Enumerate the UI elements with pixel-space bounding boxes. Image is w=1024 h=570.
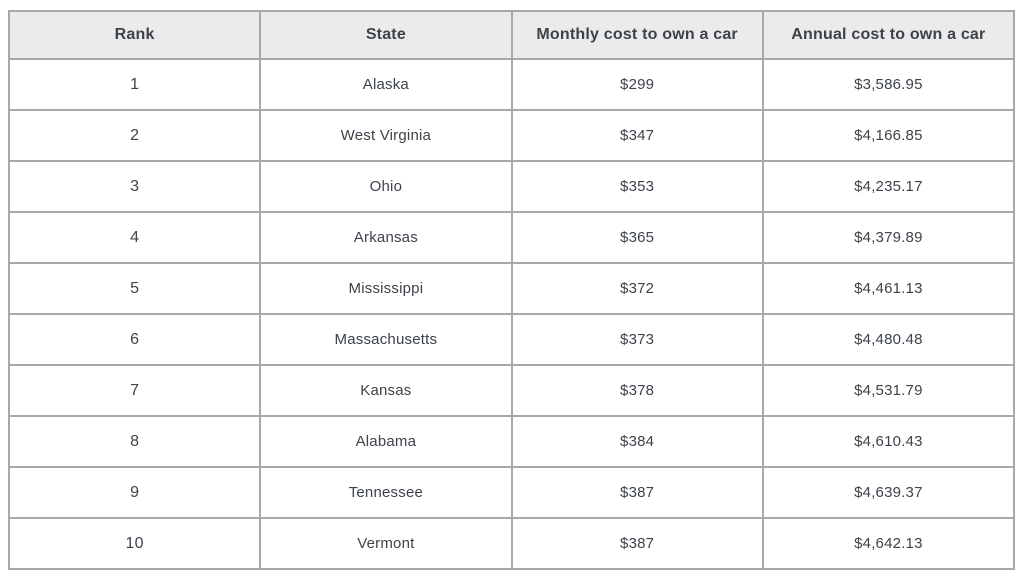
monthly-cost-cell: $347 (510, 109, 764, 162)
rank-cell: 9 (7, 466, 262, 519)
table-row: 5 Mississippi $372 $4,461.13 (7, 262, 1016, 315)
table-header: Rank State Monthly cost to own a car Ann… (7, 10, 1016, 60)
table-row: 6 Massachusetts $373 $4,480.48 (7, 313, 1016, 366)
state-cell: Alaska (259, 58, 513, 111)
table-row: 8 Alabama $384 $4,610.43 (7, 415, 1016, 468)
rank-cell: 8 (7, 415, 262, 468)
annual-cost-cell: $4,531.79 (761, 364, 1016, 417)
column-header-rank: Rank (7, 10, 262, 60)
rank-cell: 6 (7, 313, 262, 366)
state-cell: Vermont (259, 517, 513, 570)
annual-cost-cell: $4,480.48 (761, 313, 1016, 366)
rank-cell: 3 (7, 160, 262, 213)
annual-cost-cell: $4,235.17 (761, 160, 1016, 213)
monthly-cost-cell: $378 (510, 364, 764, 417)
state-cell: Arkansas (259, 211, 513, 264)
table-row: 9 Tennessee $387 $4,639.37 (7, 466, 1016, 519)
rank-cell: 4 (7, 211, 262, 264)
column-header-state: State (259, 10, 513, 60)
table-row: 2 West Virginia $347 $4,166.85 (7, 109, 1016, 162)
state-cell: Ohio (259, 160, 513, 213)
annual-cost-cell: $4,639.37 (761, 466, 1016, 519)
column-header-annual-cost: Annual cost to own a car (761, 10, 1016, 60)
annual-cost-cell: $4,461.13 (761, 262, 1016, 315)
rank-cell: 7 (7, 364, 262, 417)
monthly-cost-cell: $353 (510, 160, 764, 213)
state-cell: Alabama (259, 415, 513, 468)
table-row: 3 Ohio $353 $4,235.17 (7, 160, 1016, 213)
column-header-monthly-cost: Monthly cost to own a car (510, 10, 764, 60)
monthly-cost-cell: $373 (510, 313, 764, 366)
monthly-cost-cell: $387 (510, 466, 764, 519)
annual-cost-cell: $4,642.13 (761, 517, 1016, 570)
monthly-cost-cell: $365 (510, 211, 764, 264)
annual-cost-cell: $3,586.95 (761, 58, 1016, 111)
table-row: 7 Kansas $378 $4,531.79 (7, 364, 1016, 417)
rank-cell: 5 (7, 262, 262, 315)
state-cell: Mississippi (259, 262, 513, 315)
annual-cost-cell: $4,379.89 (761, 211, 1016, 264)
monthly-cost-cell: $372 (510, 262, 764, 315)
rank-cell: 1 (7, 58, 262, 111)
car-ownership-cost-table-container: Rank State Monthly cost to own a car Ann… (7, 10, 1016, 570)
table-body: 1 Alaska $299 $3,586.95 2 West Virginia $347 $4… (7, 58, 1016, 570)
monthly-cost-cell: $384 (510, 415, 764, 468)
monthly-cost-cell: $387 (510, 517, 764, 570)
table-row: 10 Vermont $387 $4,642.13 (7, 517, 1016, 570)
table-row: 1 Alaska $299 $3,586.95 (7, 58, 1016, 111)
state-cell: West Virginia (259, 109, 513, 162)
rank-cell: 2 (7, 109, 262, 162)
table-row: 4 Arkansas $365 $4,379.89 (7, 211, 1016, 264)
monthly-cost-cell: $299 (510, 58, 764, 111)
state-cell: Tennessee (259, 466, 513, 519)
annual-cost-cell: $4,610.43 (761, 415, 1016, 468)
car-ownership-cost-table: Rank State Monthly cost to own a car Ann… (7, 10, 1016, 570)
state-cell: Massachusetts (259, 313, 513, 366)
table-header-row: Rank State Monthly cost to own a car Ann… (7, 10, 1016, 60)
state-cell: Kansas (259, 364, 513, 417)
annual-cost-cell: $4,166.85 (761, 109, 1016, 162)
rank-cell: 10 (7, 517, 262, 570)
